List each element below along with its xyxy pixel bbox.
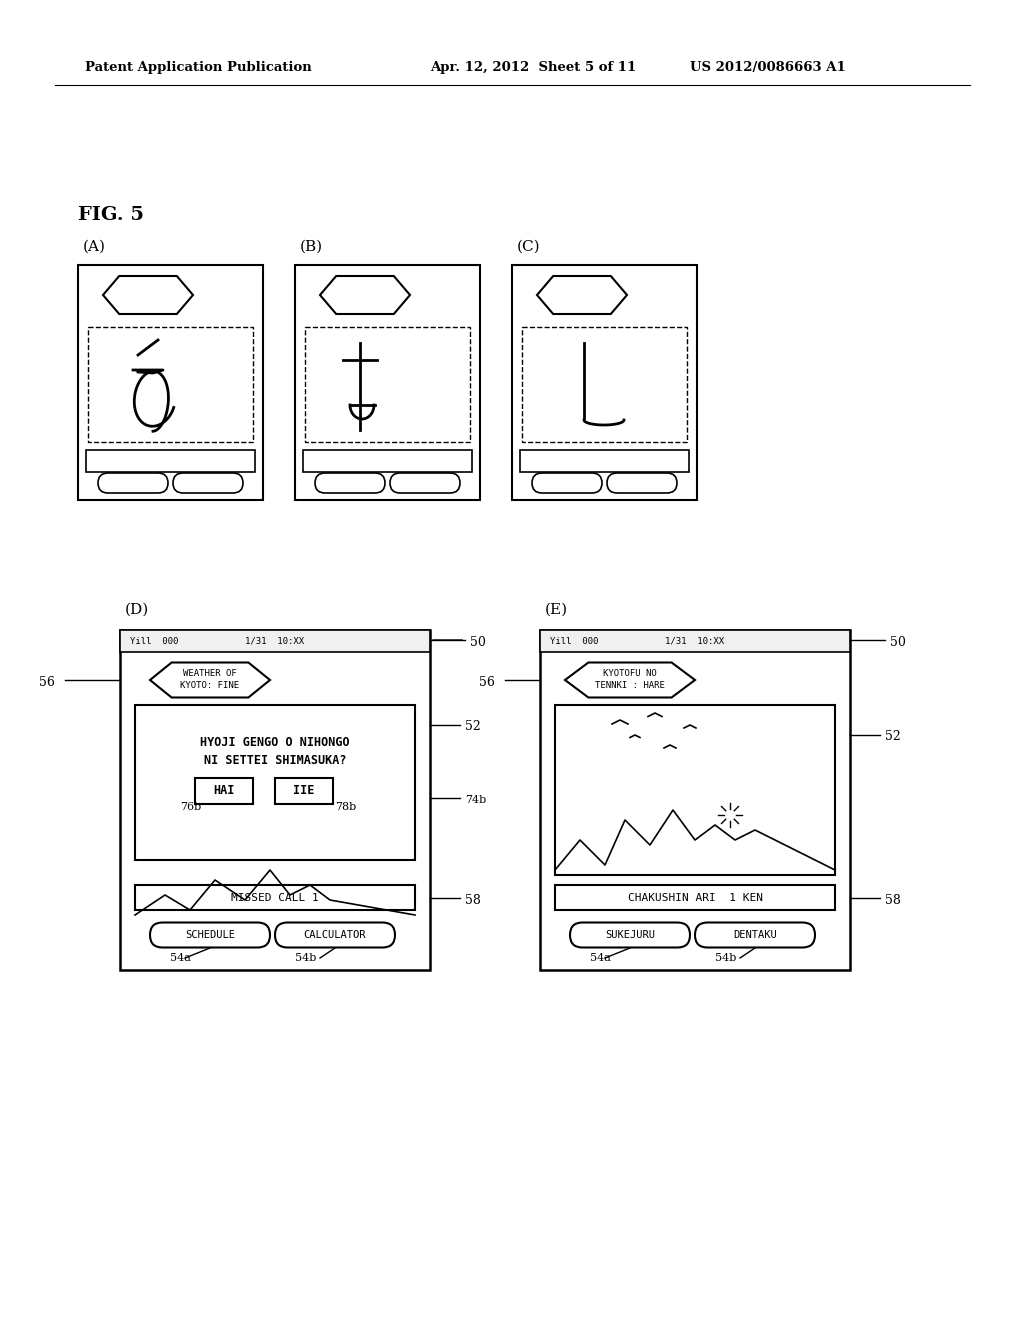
Text: Yill  000: Yill 000	[130, 636, 178, 645]
Bar	[135, 884, 415, 909]
Text: (E): (E)	[545, 603, 568, 616]
Text: CHAKUSHIN ARI  1 KEN: CHAKUSHIN ARI 1 KEN	[628, 894, 763, 903]
FancyBboxPatch shape	[607, 473, 677, 492]
Text: SCHEDULE: SCHEDULE	[185, 931, 234, 940]
Text: 58: 58	[465, 894, 481, 907]
Bar	[88, 327, 253, 442]
FancyBboxPatch shape	[695, 923, 815, 948]
Text: CALCULATOR: CALCULATOR	[304, 931, 367, 940]
Text: 76b: 76b	[180, 803, 202, 812]
Bar	[522, 327, 687, 442]
Bar	[135, 705, 415, 861]
Text: 50: 50	[470, 635, 485, 648]
Text: 54a: 54a	[590, 953, 611, 964]
Text: 56: 56	[479, 676, 495, 689]
Bar	[275, 777, 333, 804]
Bar	[520, 450, 689, 473]
Text: 56: 56	[39, 676, 55, 689]
Text: 58: 58	[885, 894, 901, 907]
Bar	[540, 630, 850, 970]
Text: Apr. 12, 2012  Sheet 5 of 11: Apr. 12, 2012 Sheet 5 of 11	[430, 62, 636, 74]
Bar	[78, 265, 263, 500]
FancyBboxPatch shape	[570, 923, 690, 948]
Bar	[555, 705, 835, 875]
Text: 74b: 74b	[465, 795, 486, 805]
Polygon shape	[565, 663, 695, 697]
FancyBboxPatch shape	[315, 473, 385, 492]
Bar	[540, 630, 850, 652]
Text: (C): (C)	[517, 240, 541, 253]
Text: DENTAKU: DENTAKU	[733, 931, 777, 940]
Text: TENNKI : HARE: TENNKI : HARE	[595, 681, 665, 690]
FancyBboxPatch shape	[275, 923, 395, 948]
Text: IIE: IIE	[293, 784, 314, 797]
Bar	[120, 630, 430, 652]
Text: Patent Application Publication: Patent Application Publication	[85, 62, 311, 74]
Text: KYOTO: FINE: KYOTO: FINE	[180, 681, 240, 690]
Bar	[295, 265, 480, 500]
Text: HAI: HAI	[213, 784, 234, 797]
FancyBboxPatch shape	[390, 473, 460, 492]
Text: HYOJI GENGO O NIHONGO: HYOJI GENGO O NIHONGO	[200, 735, 350, 748]
Text: 52: 52	[885, 730, 901, 743]
Polygon shape	[319, 276, 410, 314]
Text: 52: 52	[465, 721, 480, 734]
Text: (A): (A)	[83, 240, 106, 253]
Bar	[120, 630, 430, 970]
Bar	[555, 884, 835, 909]
Text: KYOTOFU NO: KYOTOFU NO	[603, 669, 656, 678]
Text: (D): (D)	[125, 603, 150, 616]
Text: 54b: 54b	[715, 953, 736, 964]
Bar	[86, 450, 255, 473]
Bar	[512, 265, 697, 500]
FancyBboxPatch shape	[532, 473, 602, 492]
Text: 50: 50	[890, 635, 906, 648]
FancyBboxPatch shape	[173, 473, 243, 492]
Polygon shape	[103, 276, 193, 314]
Text: NI SETTEI SHIMASUKA?: NI SETTEI SHIMASUKA?	[204, 754, 346, 767]
Text: FIG. 5: FIG. 5	[78, 206, 144, 224]
Text: US 2012/0086663 A1: US 2012/0086663 A1	[690, 62, 846, 74]
FancyBboxPatch shape	[150, 923, 270, 948]
Polygon shape	[537, 276, 627, 314]
Bar	[305, 327, 470, 442]
Text: 78b: 78b	[335, 803, 356, 812]
Text: WEATHER OF: WEATHER OF	[183, 669, 237, 678]
Polygon shape	[150, 663, 270, 697]
Text: 1/31  10:XX: 1/31 10:XX	[666, 636, 725, 645]
Bar	[195, 777, 253, 804]
Text: Yill  000: Yill 000	[550, 636, 598, 645]
Text: MISSED CALL 1: MISSED CALL 1	[231, 894, 318, 903]
Text: (B): (B)	[300, 240, 324, 253]
Text: 54a: 54a	[170, 953, 190, 964]
Text: 1/31  10:XX: 1/31 10:XX	[246, 636, 304, 645]
Text: SUKEJURU: SUKEJURU	[605, 931, 655, 940]
Text: 54b: 54b	[295, 953, 316, 964]
FancyBboxPatch shape	[98, 473, 168, 492]
Bar	[303, 450, 472, 473]
